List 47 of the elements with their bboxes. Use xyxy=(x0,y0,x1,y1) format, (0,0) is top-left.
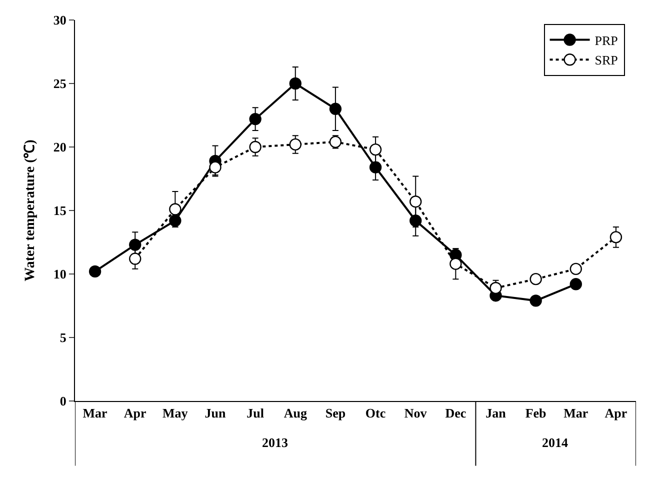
point xyxy=(129,252,142,265)
y-tick-label: 20 xyxy=(53,140,66,155)
point xyxy=(450,258,462,270)
y-tick-label: 10 xyxy=(53,266,66,282)
point xyxy=(410,214,422,227)
y-axis-title: Water temperature (℃) xyxy=(23,139,38,282)
point xyxy=(249,112,262,126)
x-tick-label: Mar xyxy=(564,406,588,421)
x-tick-label: Apr xyxy=(604,406,628,421)
point xyxy=(570,262,582,276)
x-tick-label: Jul xyxy=(246,406,264,421)
x-tick-label: Feb xyxy=(525,406,546,421)
x-tick-label: Aug xyxy=(284,406,308,421)
x-tick-label: May xyxy=(162,406,188,421)
x-tick-label: Otc xyxy=(365,406,386,421)
x-tick-label: Apr xyxy=(124,406,147,421)
y-tick-label: 5 xyxy=(60,330,67,346)
point xyxy=(490,282,502,294)
y-tick-label: 30 xyxy=(53,12,66,28)
y-tick-label: 25 xyxy=(53,76,67,92)
point xyxy=(610,231,622,244)
x-tick-label: Sep xyxy=(325,406,346,421)
point xyxy=(289,77,302,90)
legend-label: SRP xyxy=(594,52,618,68)
text: 2013 xyxy=(262,435,288,450)
x-tick-label: Dec xyxy=(445,406,466,421)
point xyxy=(369,161,382,174)
y-tick-label: 15 xyxy=(53,203,67,218)
point xyxy=(249,140,262,154)
x-tick-label: Jun xyxy=(204,406,226,421)
point xyxy=(88,265,102,278)
point xyxy=(289,138,302,151)
point xyxy=(129,238,142,251)
text: 2014 xyxy=(542,435,568,450)
point xyxy=(369,143,382,156)
x-tick-label: Jan xyxy=(486,406,507,421)
x-tick-label: Mar xyxy=(82,406,108,421)
point xyxy=(329,136,342,148)
point xyxy=(410,196,422,208)
legend-label: PRP xyxy=(594,32,618,48)
y-tick-label: 0 xyxy=(60,394,66,409)
point xyxy=(570,278,582,290)
x-tick-label: Nov xyxy=(404,406,428,421)
point xyxy=(530,294,542,307)
point xyxy=(530,272,542,286)
point xyxy=(169,203,182,216)
point xyxy=(329,102,342,115)
